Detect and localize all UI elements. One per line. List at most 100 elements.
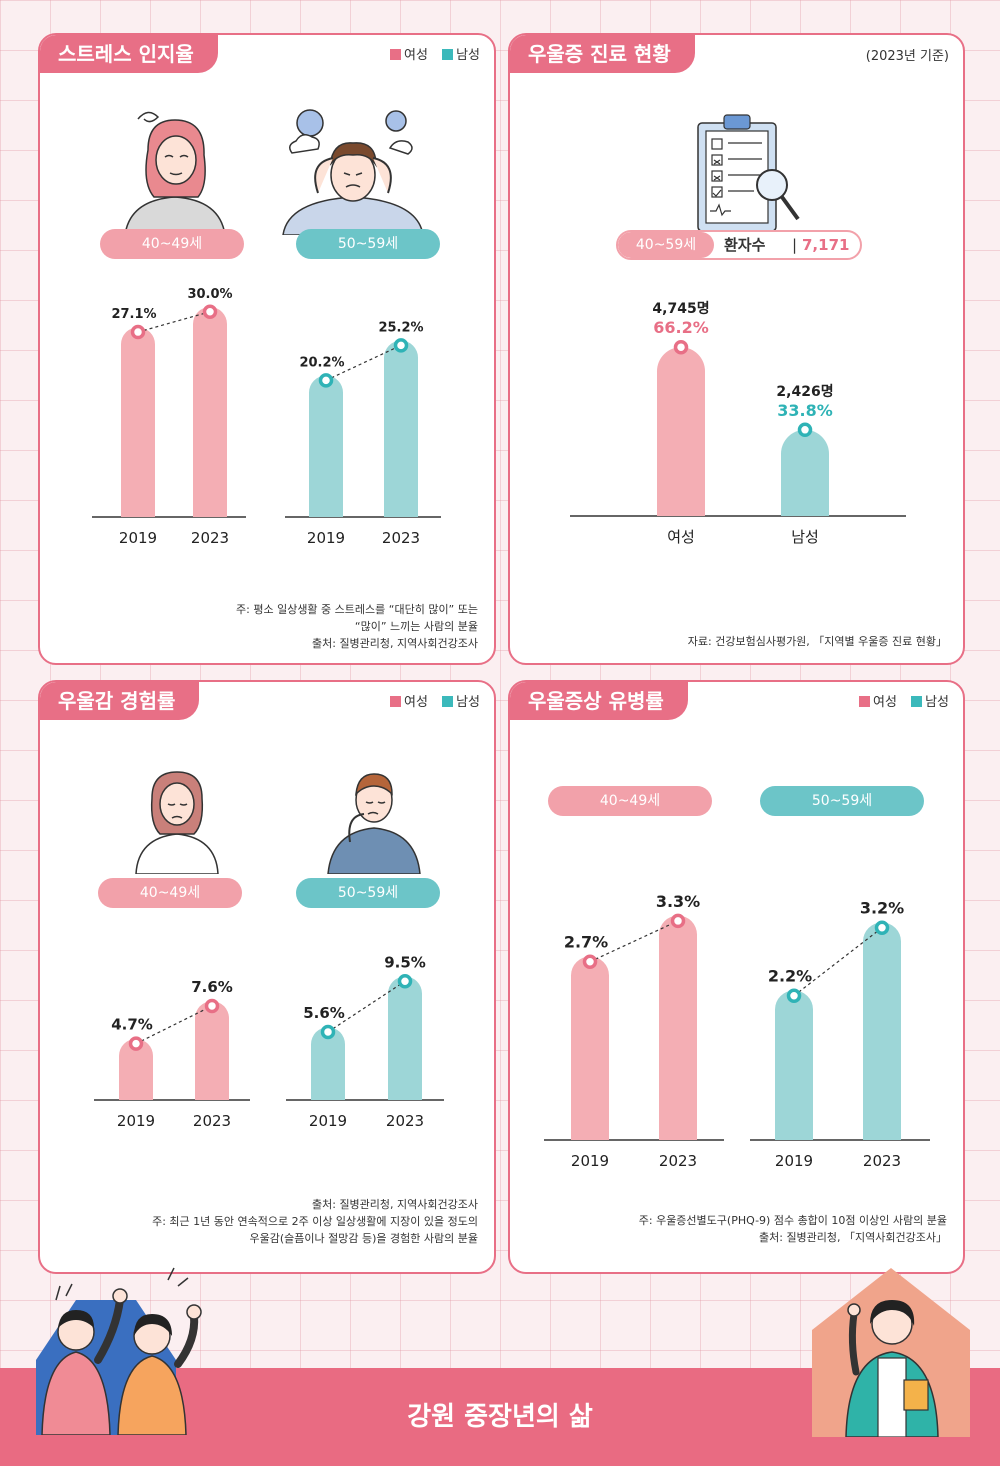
sad-man-illustration <box>327 773 421 874</box>
data-label: 5.6% <box>303 1004 345 1022</box>
patients-label: 환자수 <box>724 236 766 254</box>
x-tick-label: 2019 <box>775 1152 813 1170</box>
data-label-percent: 66.2% <box>653 318 709 337</box>
data-point <box>318 373 334 388</box>
worried-woman-illustration <box>124 111 226 235</box>
bar-2023 <box>384 340 418 517</box>
panel-title: 우울감 경험률 <box>40 682 200 720</box>
depress-panel: 우울감 경험률 여성 남성 40~49세 50~59세 2019 4.7% 2023… <box>38 680 496 1274</box>
note-line-2: 우울감(슬픔이나 절망감 등)을 경험한 사람의 분율 <box>249 1232 478 1245</box>
panel-title: 우울증상 유병률 <box>510 682 688 720</box>
data-point <box>128 1036 144 1051</box>
bar-2023 <box>863 922 901 1140</box>
x-tick-label: 2019 <box>119 529 157 547</box>
x-tick-label: 2019 <box>571 1152 609 1170</box>
data-label: 20.2% <box>299 355 344 370</box>
depress-note: 출처: 질병관리청, 지역사회건강조사 주: 최근 1년 동안 연속적으로 2주… <box>152 1196 478 1247</box>
male-swatch <box>442 696 454 707</box>
age-pill-40s: 40~49세 <box>98 878 242 908</box>
female-swatch <box>390 49 402 60</box>
note-line-1: 주: 우울증선별도구(PHQ-9) 점수 총합이 10점 이상인 사람의 분율 <box>638 1214 947 1227</box>
legend-male: 남성 <box>456 695 480 710</box>
legend: 여성 남성 <box>849 691 949 710</box>
clipboard-magnifier-icon <box>697 114 800 232</box>
bar-2019 <box>119 1038 153 1100</box>
trend-line <box>137 311 211 333</box>
stress-chart: 2019 27.1% 2023 30.0% 2019 20.2% 2023 25.2% <box>92 287 441 547</box>
data-label: 7.6% <box>191 978 233 996</box>
depress-chart: 2019 4.7% 2023 7.6% 2019 5.6% 2023 9.5% <box>94 953 444 1130</box>
symptom-chart: 2019 2.7% 2023 3.3% 2019 2.2% 2023 3.2% <box>544 892 930 1170</box>
x-tick-label: 2019 <box>307 529 345 547</box>
x-tick-label: 2023 <box>386 1112 424 1130</box>
data-label-count: 2,426명 <box>776 383 833 400</box>
data-point <box>786 988 802 1003</box>
age-pill-40s: 40~49세 <box>548 786 712 816</box>
bar-남성 <box>781 429 829 516</box>
stress-panel: 스트레스 인지율 여성 남성 40~49세 50~59세 2019 27.1% 20… <box>38 33 496 665</box>
data-point <box>320 1024 336 1040</box>
panel-title: 우울증 진료 현황 <box>510 35 695 73</box>
legend-male: 남성 <box>456 48 480 63</box>
trend-line <box>325 344 402 381</box>
bar-2023 <box>388 976 422 1100</box>
x-tick-label: 2023 <box>659 1152 697 1170</box>
panel-title: 스트레스 인지율 <box>40 35 218 73</box>
data-label-percent: 33.8% <box>777 401 833 420</box>
female-swatch <box>390 696 402 707</box>
x-tick-label: 2019 <box>309 1112 347 1130</box>
trend-line <box>135 1005 213 1045</box>
age-pill-50s: 50~59세 <box>296 229 440 259</box>
source-line: 출처: 질병관리청, 지역사회건강조사 <box>312 1198 478 1211</box>
data-label: 25.2% <box>378 320 423 335</box>
bar-2019 <box>309 375 343 517</box>
data-label: 27.1% <box>111 307 156 322</box>
note-line-1: 주: 최근 1년 동안 연속적으로 2주 이상 일상생활에 지장이 있을 정도의 <box>152 1215 478 1228</box>
bar-2019 <box>311 1027 345 1100</box>
legend: 여성 남성 <box>380 44 480 63</box>
bar-2023 <box>193 307 227 517</box>
male-swatch <box>442 49 454 60</box>
data-label: 30.0% <box>187 287 232 302</box>
x-tick-label: 2019 <box>117 1112 155 1130</box>
data-point <box>397 974 413 989</box>
legend: 여성 남성 <box>380 691 480 710</box>
female-swatch <box>859 696 871 707</box>
data-label: 4.7% <box>111 1016 153 1034</box>
cheering-people-illustration <box>36 1267 202 1435</box>
bar-여성 <box>657 347 705 516</box>
bar-2023 <box>659 915 697 1140</box>
clinic-panel: 우울증 진료 현황 (2023년 기준) 40~59세 환자수 | 7,171명… <box>508 33 965 665</box>
bar-2019 <box>775 990 813 1140</box>
stressed-man-illustration <box>282 109 424 235</box>
data-point <box>797 422 813 438</box>
data-point <box>582 954 598 969</box>
data-label: 2.2% <box>768 967 812 986</box>
legend-male: 남성 <box>925 695 949 710</box>
data-point <box>673 339 689 355</box>
clinic-source: 자료: 건강보험심사평가원, 「지역별 우울증 진료 현황」 <box>687 635 947 648</box>
symptom-note: 주: 우울증선별도구(PHQ-9) 점수 총합이 10점 이상인 사람의 분율 … <box>639 1212 947 1246</box>
trend-line <box>793 927 883 997</box>
data-label: 9.5% <box>384 953 426 971</box>
legend-female: 여성 <box>404 695 428 710</box>
patients-value: 7,171명 <box>802 236 850 254</box>
x-tick-label: 남성 <box>791 528 819 546</box>
data-point <box>393 338 409 353</box>
bar-2023 <box>195 1001 229 1100</box>
trend-line <box>589 920 679 963</box>
data-point <box>670 913 686 929</box>
woman-with-book-illustration <box>812 1268 970 1437</box>
data-point <box>130 324 146 340</box>
source-line: 출처: 질병관리청, 「지역사회건강조사」 <box>759 1231 947 1244</box>
symptom-panel: 우울증상 유병률 여성 남성 40~49세 50~59세 2019 2.7% 202… <box>508 680 965 1274</box>
footer-title: 강원 중장년의 삶 <box>407 1402 593 1432</box>
legend-female: 여성 <box>404 48 428 63</box>
age-pill-50s: 50~59세 <box>760 786 924 816</box>
x-tick-label: 여성 <box>667 528 695 546</box>
age-label: 40~59세 <box>618 232 714 258</box>
note-line-2: “많이” 느끼는 사람의 분율 <box>354 620 478 633</box>
source-line: 출처: 질병관리청, 지역사회건강조사 <box>312 637 478 650</box>
separator: | <box>792 236 798 254</box>
bar-2019 <box>571 956 609 1140</box>
